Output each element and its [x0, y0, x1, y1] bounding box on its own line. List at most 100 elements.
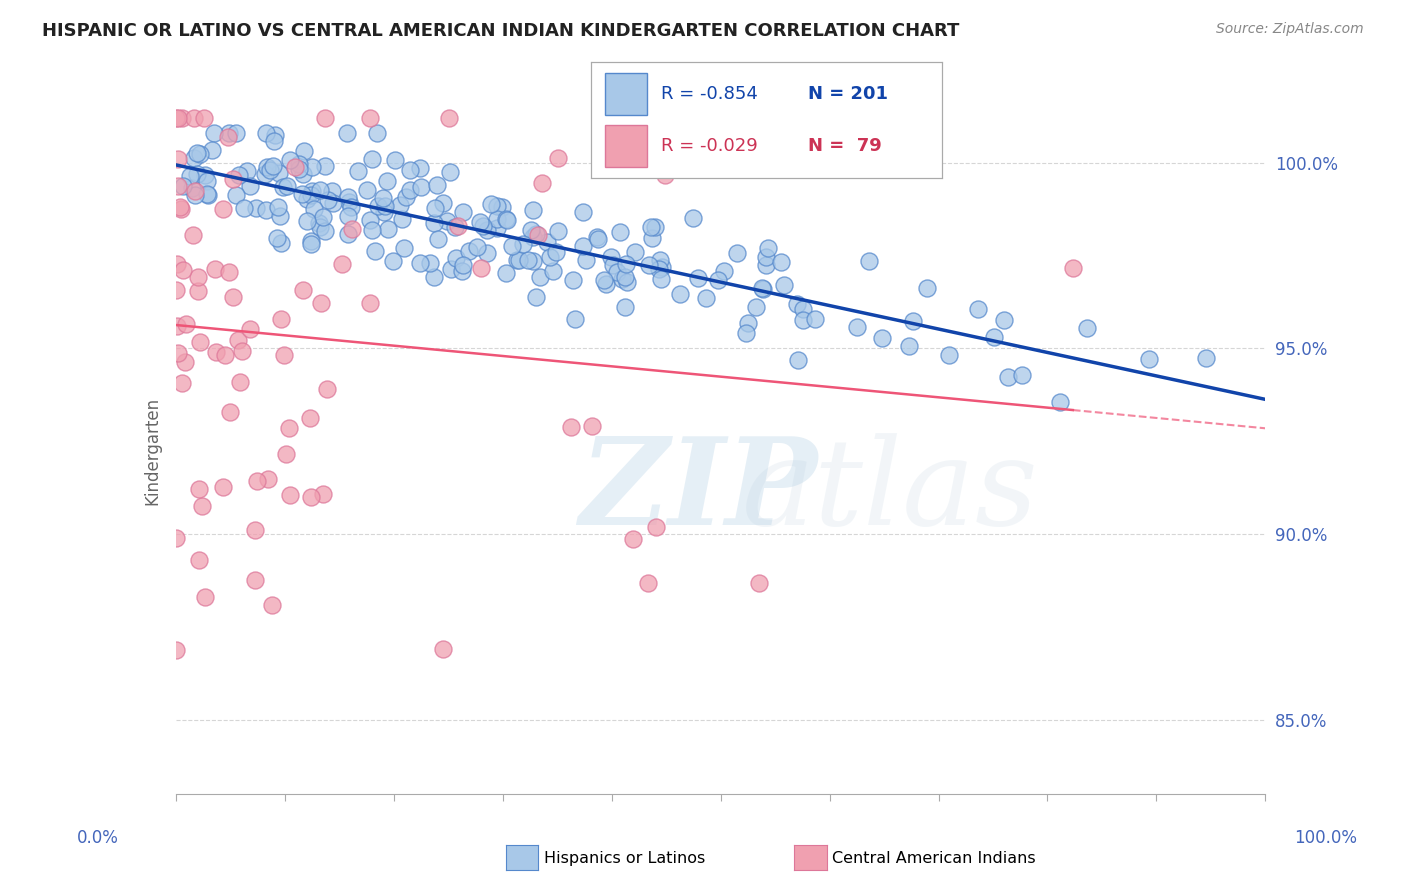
- Point: [516, 253, 538, 268]
- Point: [571, 238, 593, 252]
- Point: [756, 241, 779, 255]
- Point: [437, 111, 460, 125]
- Point: [983, 329, 1005, 343]
- Point: [165, 531, 187, 545]
- Point: [245, 201, 267, 215]
- Point: [228, 168, 250, 182]
- Point: [359, 296, 381, 310]
- Point: [898, 339, 921, 353]
- Point: [426, 178, 449, 192]
- Point: [453, 205, 475, 219]
- Point: [755, 258, 778, 272]
- Point: [727, 246, 749, 260]
- Point: [187, 284, 209, 298]
- Point: [172, 263, 194, 277]
- Point: [538, 250, 561, 264]
- Point: [184, 187, 207, 202]
- Point: [682, 211, 704, 225]
- Point: [644, 219, 666, 234]
- Text: N =  79: N = 79: [808, 137, 882, 155]
- Point: [468, 215, 491, 229]
- Point: [614, 300, 637, 314]
- Point: [479, 197, 502, 211]
- Point: [166, 178, 188, 193]
- Point: [245, 523, 267, 537]
- Point: [485, 220, 508, 235]
- Point: [228, 375, 250, 389]
- Point: [544, 244, 567, 259]
- Point: [524, 227, 547, 241]
- Point: [901, 314, 924, 328]
- Point: [375, 174, 398, 188]
- Point: [225, 187, 247, 202]
- Point: [650, 271, 672, 285]
- Point: [332, 257, 354, 271]
- Point: [188, 335, 211, 350]
- Point: [218, 264, 240, 278]
- Point: [314, 224, 336, 238]
- Point: [792, 312, 814, 326]
- Point: [301, 161, 323, 175]
- Point: [966, 301, 988, 316]
- Point: [399, 183, 422, 197]
- Point: [211, 202, 233, 216]
- Point: [373, 205, 395, 219]
- Point: [734, 326, 756, 341]
- Point: [654, 168, 676, 182]
- Point: [512, 236, 534, 251]
- Point: [432, 195, 454, 210]
- Point: [458, 244, 481, 258]
- Point: [524, 290, 547, 304]
- Point: [264, 128, 287, 142]
- Point: [304, 202, 326, 217]
- Point: [398, 162, 420, 177]
- Point: [530, 176, 553, 190]
- Point: [169, 202, 191, 216]
- Point: [495, 266, 517, 280]
- Point: [204, 126, 226, 140]
- Point: [167, 152, 190, 166]
- Point: [423, 201, 446, 215]
- Point: [315, 382, 337, 396]
- Point: [640, 231, 662, 245]
- Point: [335, 126, 357, 140]
- Point: [787, 352, 810, 367]
- Point: [194, 590, 217, 604]
- Point: [491, 200, 513, 214]
- Point: [205, 345, 228, 359]
- Point: [637, 576, 659, 591]
- Point: [543, 264, 565, 278]
- Point: [270, 236, 292, 251]
- Point: [423, 269, 446, 284]
- Point: [561, 273, 583, 287]
- Point: [388, 197, 411, 211]
- Point: [172, 179, 194, 194]
- Point: [166, 643, 188, 657]
- Point: [547, 224, 569, 238]
- Point: [195, 174, 218, 188]
- Point: [409, 255, 432, 269]
- Point: [444, 220, 467, 235]
- Point: [180, 180, 202, 194]
- Point: [172, 376, 194, 390]
- Point: [593, 273, 616, 287]
- Point: [165, 284, 187, 298]
- Point: [277, 421, 299, 435]
- Point: [267, 166, 290, 180]
- Text: 0.0%: 0.0%: [77, 829, 120, 847]
- Point: [382, 254, 405, 268]
- Point: [262, 159, 284, 173]
- Point: [536, 235, 558, 250]
- Point: [384, 153, 406, 167]
- Point: [337, 194, 360, 209]
- Point: [446, 251, 468, 265]
- Point: [564, 311, 586, 326]
- Text: HISPANIC OR LATINO VS CENTRAL AMERICAN INDIAN KINDERGARTEN CORRELATION CHART: HISPANIC OR LATINO VS CENTRAL AMERICAN I…: [42, 22, 959, 40]
- Point: [195, 187, 218, 202]
- Point: [228, 333, 250, 347]
- Point: [786, 296, 808, 310]
- Point: [367, 199, 389, 213]
- Point: [585, 230, 607, 244]
- Point: [451, 258, 474, 272]
- Point: [236, 164, 259, 178]
